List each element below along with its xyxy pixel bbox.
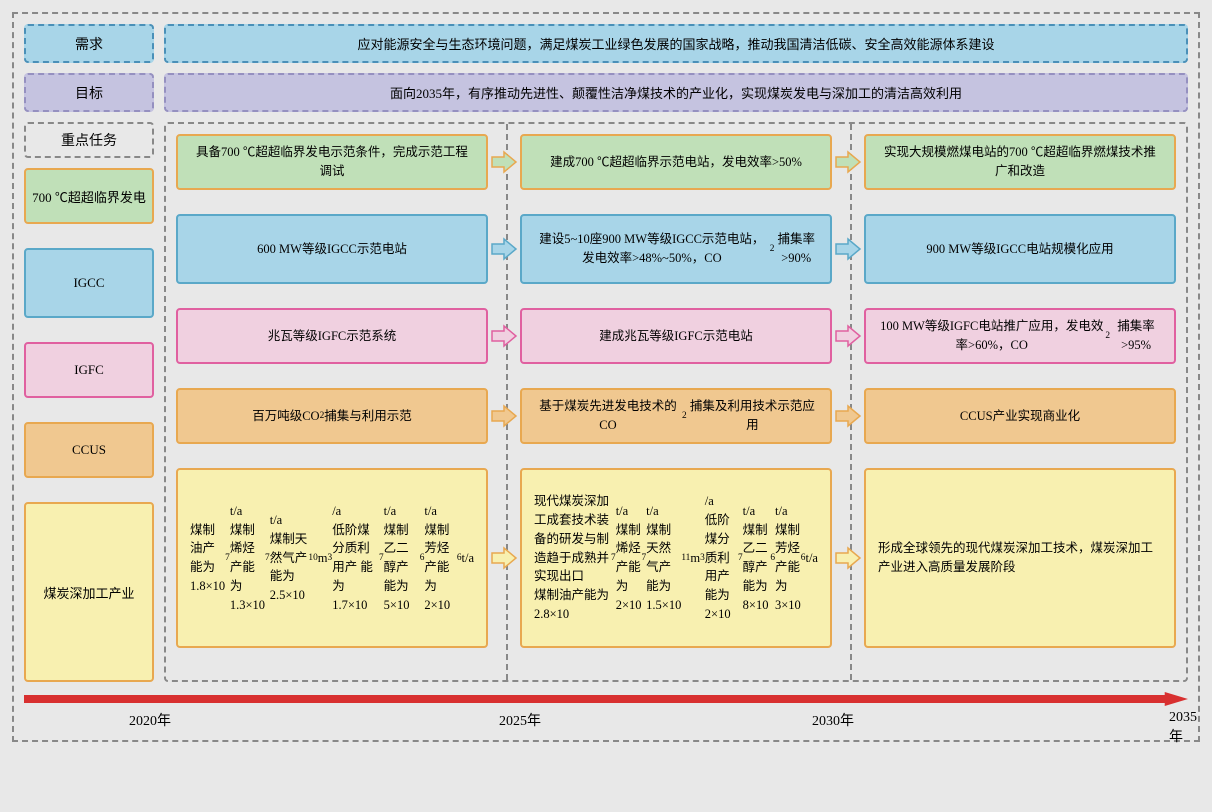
phase-box-2-0: 兆瓦等级IGFC示范系统 <box>176 308 488 364</box>
timeline-label-0: 2020年 <box>129 710 171 730</box>
phase-box-0-0: 具备700 ℃超超临界发电示范条件，完成示范工程调试 <box>176 134 488 190</box>
demand-label: 需求 <box>24 24 154 63</box>
phase-box-4-1: 现代煤炭深加工成套技术装备的研发与制造趋于成熟并实现出口煤制油产能为2.8×10… <box>520 468 832 648</box>
tasks-container: 重点任务 700 ℃超超临界发电 IGCC IGFC CCUS 煤炭深加工产业 具备70… <box>24 122 1188 682</box>
demand-row: 需求 应对能源安全与生态环境问题，满足煤炭工业绿色发展的国家战略，推动我国清洁低… <box>24 24 1188 63</box>
task-labels-column: 重点任务 700 ℃超超临界发电 IGCC IGFC CCUS 煤炭深加工产业 <box>24 122 154 682</box>
task-row-1: 600 MW等级IGCC示范电站 建设5~10座900 MW等级IGCC示范电站… <box>176 214 1176 284</box>
demand-content: 应对能源安全与生态环境问题，满足煤炭工业绿色发展的国家战略，推动我国清洁低碳、安… <box>164 24 1188 63</box>
arrow-icon <box>488 214 520 284</box>
timeline: 2020年2025年2030年2035年 <box>24 692 1188 730</box>
timeline-label-1: 2025年 <box>499 710 541 730</box>
phase-box-4-2: 形成全球领先的现代煤炭深加工技术，煤炭深加工产业进入高质量发展阶段 <box>864 468 1176 648</box>
task-label-1: IGCC <box>24 248 154 318</box>
task-content-panel: 具备700 ℃超超临界发电示范条件，完成示范工程调试 建成700 ℃超超临界示范… <box>164 122 1188 682</box>
phase-box-3-2: CCUS产业实现商业化 <box>864 388 1176 444</box>
arrow-icon <box>832 468 864 648</box>
tasks-label: 重点任务 <box>24 122 154 158</box>
goal-label: 目标 <box>24 73 154 112</box>
task-label-2: IGFC <box>24 342 154 398</box>
arrow-icon <box>488 308 520 364</box>
task-label-4: 煤炭深加工产业 <box>24 502 154 682</box>
phase-box-0-1: 建成700 ℃超超临界示范电站，发电效率>50% <box>520 134 832 190</box>
arrow-icon <box>488 468 520 648</box>
phase-box-1-1: 建设5~10座900 MW等级IGCC示范电站，发电效率>48%~50%，CO2… <box>520 214 832 284</box>
task-label-3: CCUS <box>24 422 154 478</box>
phase-box-1-2: 900 MW等级IGCC电站规模化应用 <box>864 214 1176 284</box>
phase-box-1-0: 600 MW等级IGCC示范电站 <box>176 214 488 284</box>
timeline-label-2: 2030年 <box>812 710 854 730</box>
arrow-icon <box>832 388 864 444</box>
phase-box-4-0: 煤制油产能为1.8×107 t/a煤制烯烃产能为1.3×107 t/a煤制天然气… <box>176 468 488 648</box>
arrow-icon <box>488 388 520 444</box>
task-row-4: 煤制油产能为1.8×107 t/a煤制烯烃产能为1.3×107 t/a煤制天然气… <box>176 468 1176 648</box>
arrow-icon <box>832 308 864 364</box>
timeline-label-3: 2035年 <box>1169 710 1197 746</box>
phase-box-0-2: 实现大规模燃煤电站的700 ℃超超临界燃煤技术推广和改造 <box>864 134 1176 190</box>
phase-box-2-2: 100 MW等级IGFC电站推广应用，发电效率>60%，CO2捕集率>95% <box>864 308 1176 364</box>
diagram-frame: 需求 应对能源安全与生态环境问题，满足煤炭工业绿色发展的国家战略，推动我国清洁低… <box>12 12 1200 742</box>
task-label-0: 700 ℃超超临界发电 <box>24 168 154 224</box>
arrow-icon <box>832 134 864 190</box>
goal-row: 目标 面向2035年，有序推动先进性、颠覆性洁净煤技术的产业化，实现煤炭发电与深… <box>24 73 1188 112</box>
phase-box-3-0: 百万吨级CO2捕集与利用示范 <box>176 388 488 444</box>
phase-box-2-1: 建成兆瓦等级IGFC示范电站 <box>520 308 832 364</box>
task-row-0: 具备700 ℃超超临界发电示范条件，完成示范工程调试 建成700 ℃超超临界示范… <box>176 134 1176 190</box>
arrow-icon <box>488 134 520 190</box>
timeline-labels: 2020年2025年2030年2035年 <box>24 710 1188 730</box>
arrow-icon <box>832 214 864 284</box>
timeline-arrow <box>24 692 1188 706</box>
phase-box-3-1: 基于煤炭先进发电技术的CO2捕集及利用技术示范应用 <box>520 388 832 444</box>
task-row-3: 百万吨级CO2捕集与利用示范 基于煤炭先进发电技术的CO2捕集及利用技术示范应用… <box>176 388 1176 444</box>
goal-content: 面向2035年，有序推动先进性、颠覆性洁净煤技术的产业化，实现煤炭发电与深加工的… <box>164 73 1188 112</box>
task-row-2: 兆瓦等级IGFC示范系统 建成兆瓦等级IGFC示范电站 100 MW等级IGFC… <box>176 308 1176 364</box>
